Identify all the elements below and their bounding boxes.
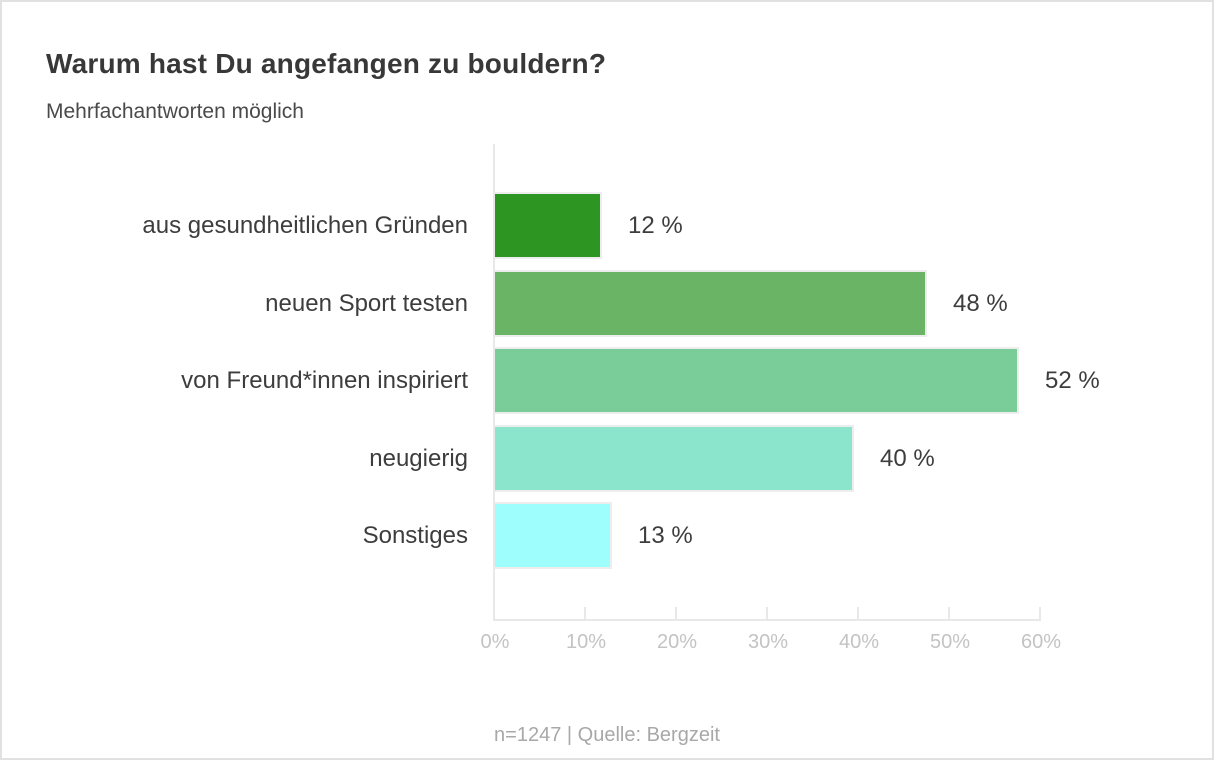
category-label: neugierig (369, 444, 468, 472)
x-axis-tick-label: 60% (1020, 631, 1062, 653)
x-axis-tick-label: 0% (480, 631, 510, 653)
x-axis-tick (766, 607, 768, 619)
category-label: aus gesundheitlichen Gründen (142, 212, 468, 239)
x-axis-tick (948, 607, 950, 619)
x-axis-tick-label: 50% (929, 631, 971, 653)
value-label: 48 % (953, 289, 1008, 317)
chart-row: 40 % (495, 424, 1041, 492)
category-label: Sonstiges (362, 522, 468, 549)
bar (495, 192, 602, 259)
value-label: 12 % (628, 212, 683, 239)
chart-row: 13 % (495, 502, 1041, 569)
plot-area: 12 % 48 % 52 % 40 % 13 % 0% 10% 20% 30% 40% 50% 60% (481, 144, 1100, 653)
bar (495, 502, 612, 569)
value-label: 52 % (1045, 367, 1100, 394)
x-axis-tick-label: 10% (565, 631, 607, 653)
chart-row: 52 % (495, 347, 1100, 414)
x-axis-tick (675, 607, 677, 619)
x-axis-tick-label: 30% (747, 631, 789, 653)
x-axis-tick-label: 40% (838, 631, 880, 653)
chart-title: Warum hast Du angefangen zu bouldern? (46, 48, 607, 79)
category-label: neuen Sport testen (265, 289, 468, 317)
bar (495, 347, 1019, 414)
source-note: n=1247 | Quelle: Bergzeit (494, 724, 720, 746)
value-label: 13 % (638, 522, 693, 549)
x-axis-tick (1039, 607, 1041, 619)
value-label: 40 % (880, 444, 935, 472)
x-axis-tick-label: 20% (656, 631, 698, 653)
chart-row: 12 % (495, 192, 1041, 259)
chart-row: 48 % (495, 269, 1041, 337)
category-label: von Freund*innen inspiriert (181, 367, 468, 394)
x-axis-tick (584, 607, 586, 619)
chart-subtitle: Mehrfachantworten möglich (46, 100, 304, 123)
x-axis-tick (857, 607, 859, 619)
bar (495, 269, 927, 337)
bar (495, 424, 854, 492)
